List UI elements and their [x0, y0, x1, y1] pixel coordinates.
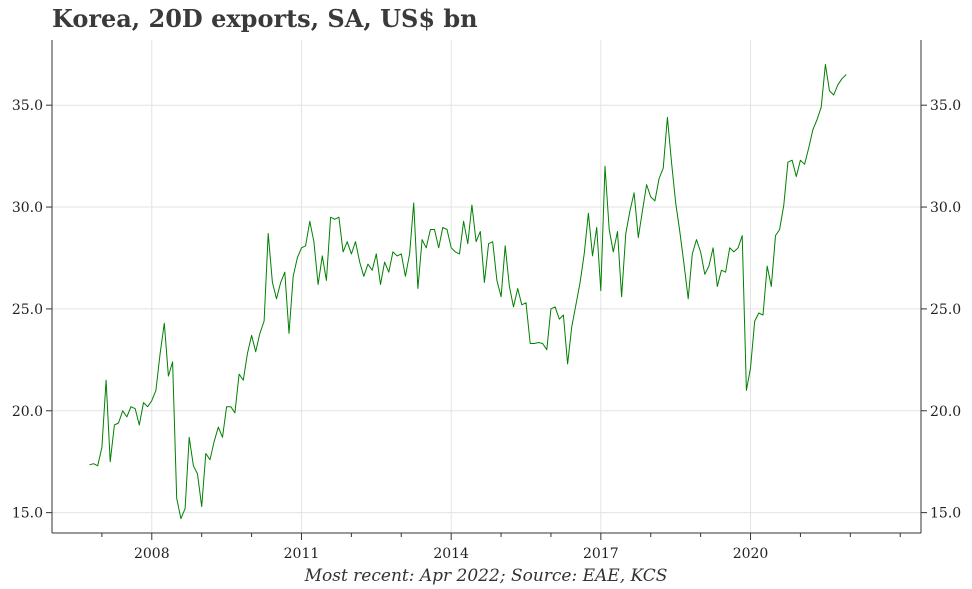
- axes: [51, 40, 922, 534]
- y-tick-label-right: 30.0: [930, 200, 961, 216]
- x-tick-label: 2008: [134, 546, 170, 562]
- y-tick-label-left: 30.0: [12, 200, 43, 216]
- y-tick-label-left: 20.0: [12, 404, 43, 420]
- series-layer: [89, 63, 847, 520]
- series-line-exports: [89, 63, 847, 520]
- y-tick-label-left: 25.0: [12, 302, 43, 318]
- y-tick-label-left: 35.0: [12, 98, 43, 114]
- y-tick-label-right: 25.0: [930, 302, 961, 318]
- x-tick-label: 2017: [583, 546, 619, 562]
- x-tick-label: 2011: [284, 546, 320, 562]
- x-tick-label: 2020: [733, 546, 769, 562]
- gridlines: [52, 40, 921, 533]
- chart-title: Korea, 20D exports, SA, US$ bn: [52, 4, 478, 33]
- y-tick-label-right: 15.0: [930, 506, 961, 522]
- chart-caption: Most recent: Apr 2022; Source: EAE, KCS: [304, 566, 668, 586]
- tick-marks: [46, 104, 927, 540]
- y-tick-label-left: 15.0: [12, 506, 43, 522]
- y-tick-label-right: 20.0: [930, 404, 961, 420]
- y-tick-label-right: 35.0: [930, 98, 961, 114]
- x-tick-label: 2014: [433, 546, 469, 562]
- tick-labels: 15.0 15.0 20.0 20.0 25.0 25.0 30.0 30.0 35.0 35.0…: [12, 98, 961, 562]
